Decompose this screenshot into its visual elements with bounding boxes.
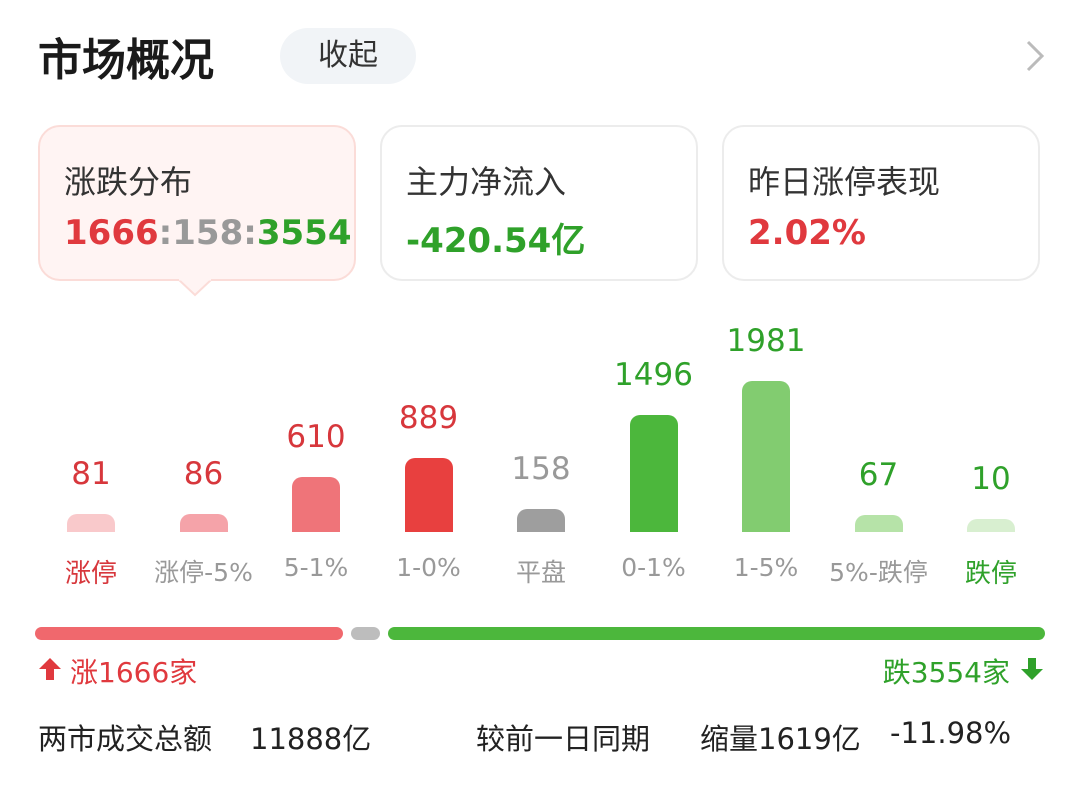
bar-label: 涨停 bbox=[64, 559, 117, 589]
card-label: 主力净流入 bbox=[406, 163, 567, 201]
bar bbox=[67, 514, 115, 532]
card-value: 1666:158:3554 bbox=[64, 213, 351, 253]
chevron[interactable] bbox=[1022, 38, 1048, 74]
volume-change: 缩量1619亿 bbox=[700, 722, 861, 756]
bar-label: 5-1% bbox=[283, 553, 349, 582]
breadth-bar bbox=[35, 627, 1045, 640]
bar bbox=[854, 515, 903, 532]
bar bbox=[179, 513, 228, 532]
card-value: -420.54亿 bbox=[406, 221, 586, 261]
title: 市场概况 bbox=[38, 35, 214, 86]
bar-label: 1-5% bbox=[733, 553, 799, 582]
volume-percent: -11.98% bbox=[890, 716, 1012, 750]
pointer bbox=[178, 279, 212, 297]
bar-value: 1496 bbox=[614, 357, 693, 394]
collapse-button[interactable]: 收起 bbox=[280, 28, 416, 84]
bar-value: 889 bbox=[398, 399, 459, 436]
bar bbox=[629, 415, 678, 532]
bar-value: 610 bbox=[286, 419, 346, 456]
breadth-segment bbox=[388, 627, 1045, 640]
bar bbox=[967, 519, 1015, 532]
card[interactable]: 昨日涨停表现 2.02% bbox=[722, 125, 1040, 281]
bar bbox=[404, 457, 453, 532]
breadth-segment bbox=[35, 627, 343, 640]
down-total: 跌3554家 bbox=[882, 656, 1010, 689]
bar-label: 0-1% bbox=[621, 553, 686, 582]
breadth-segment bbox=[350, 627, 381, 640]
up-total: 涨1666家 bbox=[70, 656, 198, 689]
bar-value: 158 bbox=[511, 450, 571, 487]
flat-count: 158 bbox=[172, 213, 244, 253]
bar bbox=[742, 381, 790, 532]
bar-label: 1-0% bbox=[396, 553, 461, 582]
compare-label: 较前一日同期 bbox=[476, 722, 651, 756]
down-count: 3554 bbox=[256, 213, 352, 253]
bar-value: 81 bbox=[71, 456, 111, 493]
turnover-label: 两市成交总额 bbox=[38, 722, 213, 756]
bar-label: 平盘 bbox=[515, 558, 566, 587]
card-value: 2.02% bbox=[748, 213, 866, 253]
bar-value: 67 bbox=[858, 457, 899, 494]
bar bbox=[517, 508, 565, 532]
bar-value: 10 bbox=[971, 461, 1011, 498]
bar bbox=[292, 477, 340, 532]
bar-label: 5%-跌停 bbox=[829, 558, 928, 587]
separator: : bbox=[158, 213, 173, 253]
card[interactable]: 主力净流入 -420.54亿 bbox=[380, 125, 698, 281]
card-label: 涨跌分布 bbox=[64, 163, 193, 201]
distribution-chart: 81 涨停 86 涨停-5% 610 5-1% 889 1-0% 158 平盘 1496 0-1% 19… bbox=[64, 323, 1017, 589]
down-arrow bbox=[1021, 658, 1043, 680]
up-count: 1666 bbox=[64, 213, 159, 253]
card-label: 昨日涨停表现 bbox=[748, 163, 941, 201]
bar-value: 1981 bbox=[726, 323, 806, 360]
bar-label: 跌停 bbox=[964, 559, 1017, 589]
up-arrow bbox=[39, 658, 61, 680]
bar-value: 86 bbox=[183, 455, 224, 492]
bar-label: 涨停-5% bbox=[154, 558, 253, 587]
turnover-amount: 11888亿 bbox=[250, 722, 372, 756]
separator: : bbox=[243, 213, 257, 253]
